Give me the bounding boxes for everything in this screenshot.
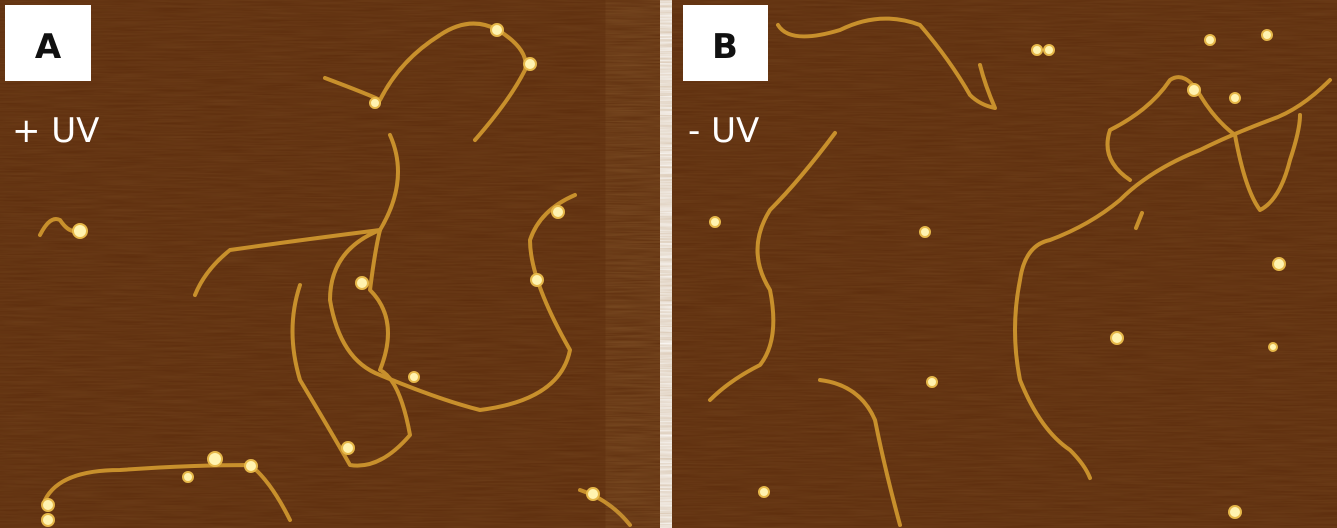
- particle: [42, 499, 54, 511]
- particle: [409, 372, 419, 382]
- panel-letter: B: [712, 27, 738, 67]
- particle: [342, 442, 354, 454]
- particle: [1230, 93, 1240, 103]
- particle: [208, 452, 222, 466]
- panel-a: A + UV: [0, 0, 660, 528]
- particle: [356, 277, 368, 289]
- particle: [587, 488, 599, 500]
- particle: [927, 377, 937, 387]
- particle: [1269, 343, 1277, 351]
- particle: [1044, 45, 1054, 55]
- particle: [1229, 506, 1241, 518]
- particle: [1032, 45, 1042, 55]
- particle: [491, 24, 503, 36]
- particle: [531, 274, 543, 286]
- texture: [672, 0, 1337, 528]
- particle: [1262, 30, 1272, 40]
- particle: [1205, 35, 1215, 45]
- panel-letter: A: [35, 27, 62, 67]
- particle: [1111, 332, 1123, 344]
- particle: [552, 206, 564, 218]
- condition-label: + UV: [12, 111, 99, 151]
- particle: [42, 514, 54, 526]
- condition-label: - UV: [688, 111, 759, 151]
- panel-b: B - UV: [672, 0, 1337, 528]
- particle: [1188, 84, 1200, 96]
- particle: [370, 98, 380, 108]
- figure: A + UV B: [0, 0, 1337, 528]
- particle: [920, 227, 930, 237]
- particle: [524, 58, 536, 70]
- particle: [245, 460, 257, 472]
- particle: [73, 224, 87, 238]
- particle: [1273, 258, 1285, 270]
- particle: [759, 487, 769, 497]
- particle: [183, 472, 193, 482]
- particle: [710, 217, 720, 227]
